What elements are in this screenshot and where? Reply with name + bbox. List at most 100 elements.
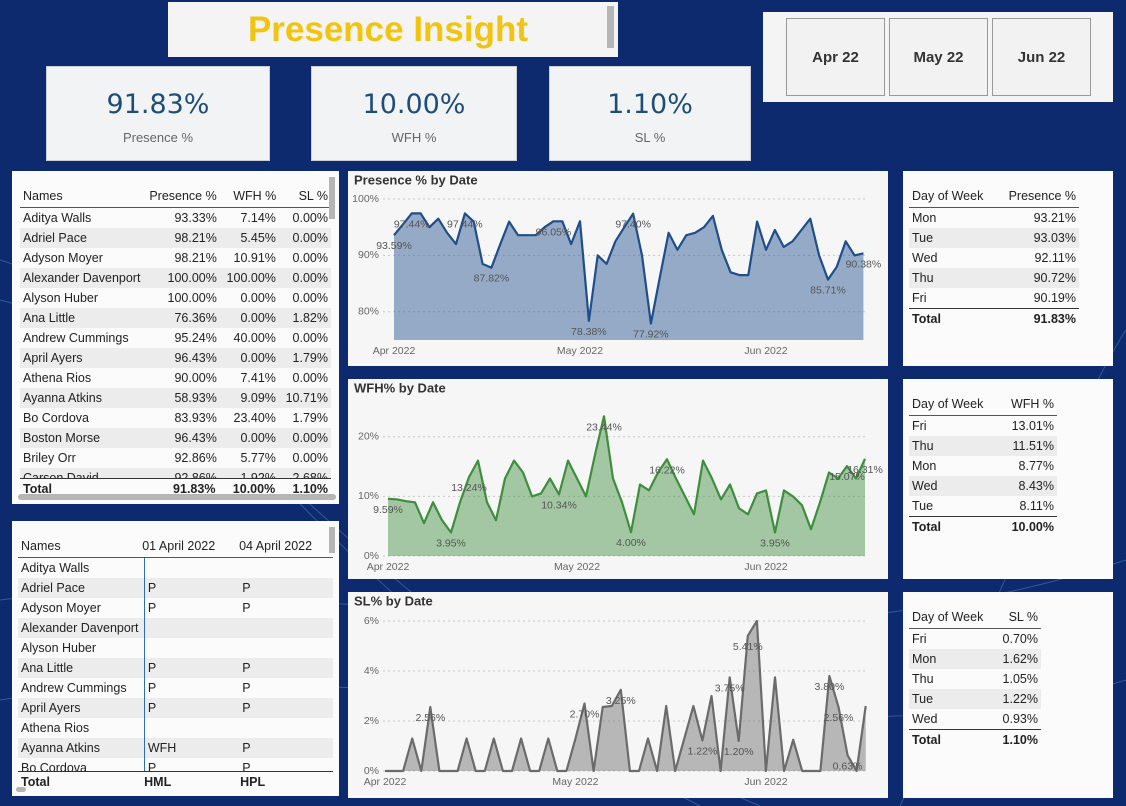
table-row: April Ayers P P [18,698,333,718]
month-button[interactable]: May 22 [889,18,988,96]
table-cell: 0.00% [278,428,331,448]
x-tick-label: Jun 2022 [744,776,787,788]
kpi-card: 1.10% SL % [549,66,751,161]
table-header: Day of Week SL % [909,594,1041,629]
kpi-value: 1.10% [607,89,693,120]
month-button[interactable]: Apr 22 [786,18,885,96]
table-row: Thu 90.72% [909,268,1079,288]
data-label: 0.63% [833,760,863,772]
table-cell: Mon [912,459,937,473]
table-header: Day of Week Presence % [909,173,1079,208]
data-label: 85.71% [810,285,846,297]
data-label: 16.31% [847,464,883,476]
column-header: SL % [279,173,331,208]
header-row: Names 01 April 2022 04 April 2022 [18,523,333,558]
table-row: Fri 0.70% [909,629,1041,649]
total-row: Total 10.00% [909,516,1057,537]
table-cell: Andrew Cummings [18,678,145,698]
chart-title: WFH% by Date [354,380,446,395]
data-label: 3.95% [760,537,790,549]
table-cell: Athena Rios [18,718,145,738]
scrollbar [329,177,335,219]
x-tick-label: Apr 2022 [367,561,410,573]
header-row: Day of Week SL % [909,594,1041,629]
table-row: Alyson Huber 100.00% 0.00% 0.00% [20,288,331,308]
table-cell: 0.00% [278,228,331,248]
table-cell: 1.82% [278,308,331,328]
table-cell [239,638,332,658]
table-total: Total 91.83% 10.00% 1.10% [20,478,331,499]
table-cell: April Ayers [18,698,145,718]
table-row: Fri 90.19% [909,288,1079,308]
table-cell: P [147,601,157,615]
column-header: 01 April 2022 [139,523,237,558]
table-cell: 8.77% [1018,459,1054,473]
table-cell: Alexander Davenport [18,618,145,638]
table-row: Mon 8.77% [909,456,1057,476]
area [394,213,864,340]
table-cell: 7.14% [240,211,276,225]
total-cell: 91.83% [1001,308,1079,329]
table-row: Adyson Moyer 98.21% 10.91% 0.00% [20,248,331,268]
table-cell: Thu [912,672,934,686]
table-cell: Athena Rios [23,371,92,385]
table-cell: Bo Cordova [18,758,145,771]
table-body: Fri 13.01% Thu 11.51% Mon 8.77% Wed 8.43% Tue 8.1… [909,416,1107,516]
table-cell [239,618,333,638]
data-label: 1.20% [724,746,754,758]
table-cell: 93.03% [1001,228,1079,248]
data-label: 3.25% [606,695,636,707]
table-row: April Ayers 96.43% 0.00% 1.79% [20,348,331,368]
attendance-table-panel: Names 01 April 2022 04 April 2022 Aditya Wa… [12,521,339,796]
total-cell: HML [141,771,238,792]
column-header: Names [20,173,140,208]
table-cell: P [242,601,251,615]
table-cell: 0.00% [219,308,279,328]
table-cell: P [144,698,240,718]
table-cell: 1.05% [1002,672,1038,686]
table-cell: 23.40% [233,411,276,425]
table-row: Wed 0.93% [909,709,1041,729]
total-cell: 91.83% [140,478,219,499]
table-cell: 10.91% [233,251,276,265]
data-label: 93.59% [376,240,412,252]
table-cell: 40.00% [233,331,276,345]
data-label: 3.95% [436,537,466,549]
total-row: Total 91.83% [909,308,1079,329]
kpi-card: 10.00% WFH % [311,66,517,161]
line [387,415,867,534]
data-label: 97.44% [394,218,430,230]
month-button[interactable]: Jun 22 [992,18,1091,96]
table-cell: 1.79% [292,411,328,425]
table-cell: P [239,658,333,678]
table-row: Carson David 92.86% 1.92% 2.68% [20,468,331,478]
table-cell: 1.79% [278,348,331,368]
table-cell: 90.00% [174,371,217,385]
table-row: Bo Cordova P P [18,758,333,771]
table-cell: Ana Little [18,658,145,678]
table-cell: 13.01% [1011,419,1054,433]
table-row: Wed 92.11% [909,248,1079,268]
data-label: 77.92% [633,329,669,341]
x-tick-label: May 2022 [552,776,598,788]
table-cell: Adriel Pace [18,578,145,598]
table-cell: Alexander Davenport [20,268,148,288]
table-cell: Fri [912,291,927,305]
y-tick-label: 10% [358,490,379,502]
table-cell: 0.00% [292,371,328,385]
header-row: Day of Week WFH % [909,381,1057,416]
table-cell: Ayanna Atkins [20,388,148,408]
table-rows: Mon 93.21% Tue 93.03% Wed 92.11% Thu 90.72% Fri 9… [909,208,1079,308]
table-rows: Aditya Walls 93.33% 7.14% 0.00% Adriel Pace 9… [20,208,331,478]
table-cell: 0.93% [1002,712,1038,726]
column-header: WFH % [219,173,280,208]
x-tick-label: May 2022 [554,561,600,573]
table-cell: 96.43% [147,348,220,368]
y-tick-label: 6% [364,615,379,627]
total-cell: 1.10% [278,478,331,499]
table-cell: Mon [912,211,937,225]
table-cell: 0.00% [278,268,331,288]
table-cell: Adyson Moyer [18,598,145,618]
chart-title: Presence % by Date [354,172,478,187]
table-cell: Adyson Moyer [23,251,103,265]
